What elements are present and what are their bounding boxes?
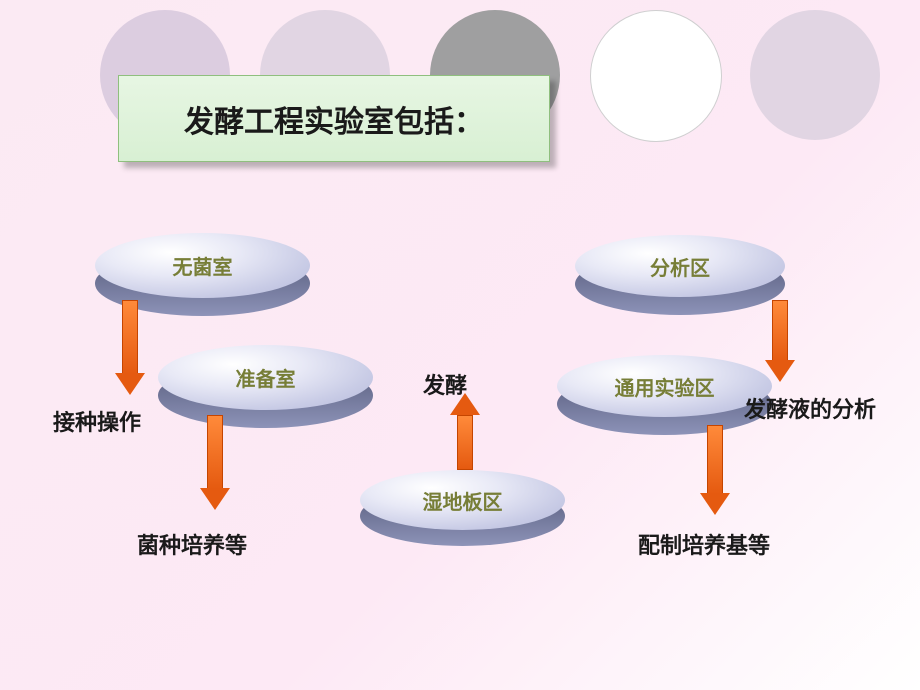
arrow-label: 发酵	[423, 368, 467, 400]
node-label: 无菌室	[95, 233, 310, 298]
bg-circle	[750, 10, 880, 140]
arrow-label: 菌种培养等	[137, 528, 247, 560]
arrow-label: 配制培养基等	[638, 528, 770, 560]
arrow-down-icon	[765, 300, 795, 382]
node-wet-floor: 湿地板区	[360, 470, 565, 546]
bg-circle	[590, 10, 722, 142]
node-analysis: 分析区	[575, 235, 785, 315]
slide-title: 发酵工程实验室包括：	[118, 75, 550, 162]
node-label: 通用实验区	[557, 355, 772, 417]
slide-stage: 发酵工程实验室包括： 无菌室 准备室 湿地板区 分析区 通用实验区 接种操作 菌…	[0, 0, 920, 690]
node-prep-room: 准备室	[158, 345, 373, 428]
arrow-down-icon	[200, 415, 230, 510]
node-label: 湿地板区	[360, 470, 565, 530]
node-general-lab: 通用实验区	[557, 355, 772, 435]
arrow-down-icon	[700, 425, 730, 515]
node-label: 分析区	[575, 235, 785, 297]
arrow-up-icon	[450, 393, 480, 468]
node-label: 准备室	[158, 345, 373, 410]
arrow-label: 接种操作	[53, 405, 141, 437]
arrow-label: 发酵液的分析	[744, 392, 876, 424]
arrow-down-icon	[115, 300, 145, 395]
